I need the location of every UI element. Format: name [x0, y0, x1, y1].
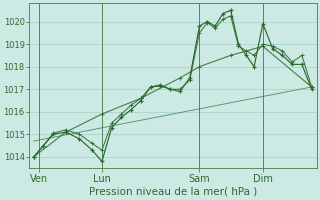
X-axis label: Pression niveau de la mer( hPa ): Pression niveau de la mer( hPa ) [89, 187, 257, 197]
